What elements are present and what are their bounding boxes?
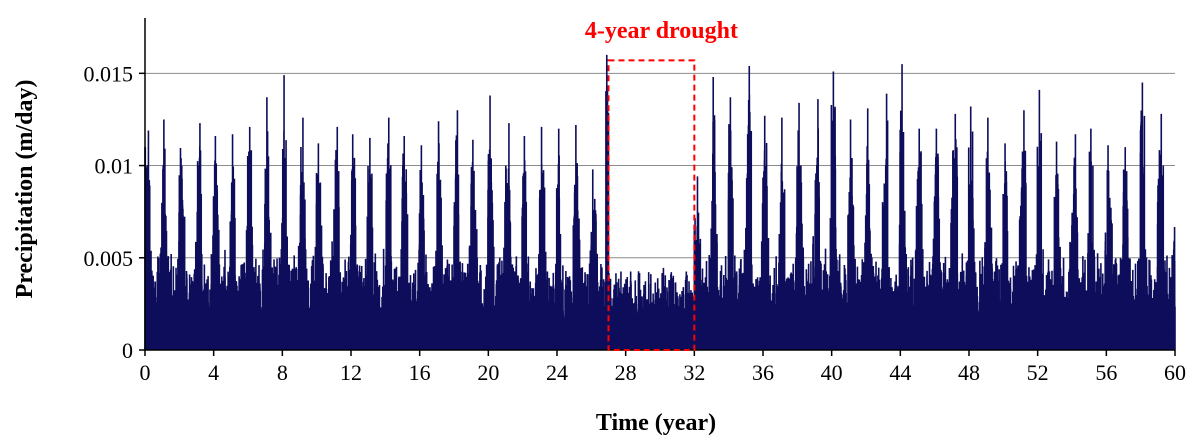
x-tick-label: 60: [1164, 360, 1186, 385]
x-tick-label: 16: [409, 360, 431, 385]
precipitation-series: [144, 54, 1176, 350]
drought-annotation: 4-year drought: [585, 18, 738, 44]
x-tick-label: 52: [1027, 360, 1049, 385]
y-axis-title: Precipitation (m/day): [12, 80, 38, 299]
x-tick-label: 8: [277, 360, 288, 385]
x-tick-label: 28: [615, 360, 637, 385]
y-tick-labels: 0 0.005 0.01 0.015: [84, 61, 134, 363]
x-tick-label: 48: [958, 360, 980, 385]
drought-box: [607, 59, 696, 352]
x-tick-label: 40: [821, 360, 843, 385]
x-tick-label: 56: [1095, 360, 1117, 385]
axes: [139, 18, 1176, 356]
y-tick-label: 0.005: [84, 246, 134, 271]
precipitation-line: [144, 54, 1176, 350]
y-tick-label: 0.015: [84, 61, 134, 86]
x-tick-labels: 0 4 8 12 16 20 24 28 32 36 40 44 48 52 56 60: [140, 360, 1187, 385]
x-tick-label: 0: [140, 360, 151, 385]
x-tick-label: 36: [752, 360, 774, 385]
y-tick-label: 0.01: [95, 154, 134, 179]
x-tick-label: 24: [546, 360, 568, 385]
x-tick-label: 12: [340, 360, 362, 385]
x-tick-label: 20: [477, 360, 499, 385]
x-tick-label: 4: [208, 360, 219, 385]
x-tick-label: 44: [889, 360, 911, 385]
y-tick-label: 0: [122, 338, 133, 363]
x-axis-title: Time (year): [596, 410, 716, 436]
x-tick-label: 32: [683, 360, 705, 385]
